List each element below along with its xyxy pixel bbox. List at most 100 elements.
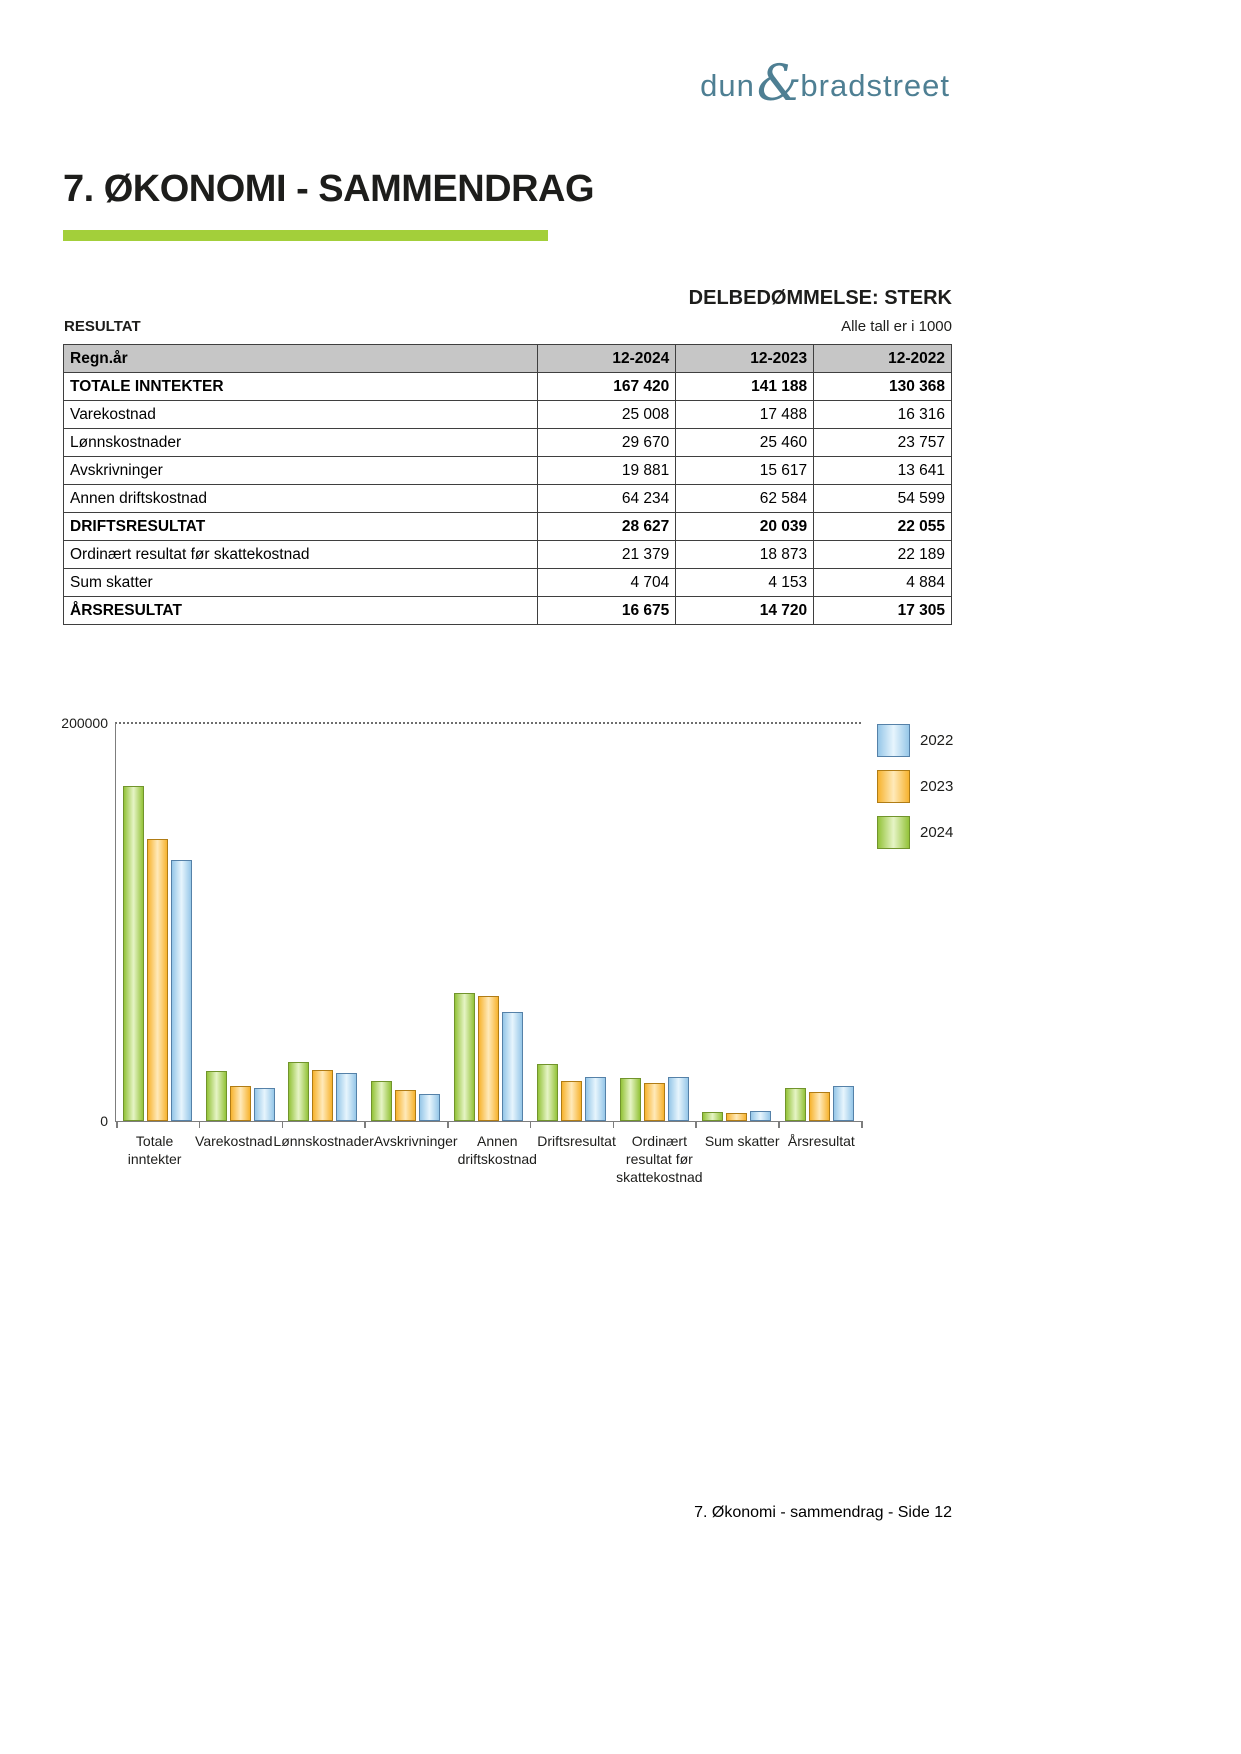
bar-2023: [726, 1113, 748, 1121]
cell-value: 20 039: [675, 512, 815, 541]
cell-value: 17 305: [813, 596, 952, 625]
cell-value: 25 008: [537, 400, 677, 429]
bar-2024: [702, 1112, 724, 1121]
cell-value: 17 488: [675, 400, 815, 429]
x-tick: [116, 1121, 118, 1128]
legend-swatch-2024: [877, 816, 910, 849]
x-tick: [612, 1121, 615, 1128]
section-label: RESULTAT: [64, 318, 141, 335]
bar-2024: [205, 1071, 227, 1121]
bar-2023: [809, 1092, 831, 1121]
bar-2023: [560, 1081, 582, 1121]
x-axis-ticks: [116, 1121, 863, 1129]
category-label: Sum skatter: [704, 1133, 780, 1149]
cell-value: 19 881: [537, 456, 677, 485]
bar-2023: [643, 1083, 665, 1121]
category-label-slot: Avskrivninger: [374, 1132, 458, 1187]
units-note: Alle tall er i 1000: [841, 318, 952, 335]
plot-outer: Totale inntekter Varekostnad Lønnskostnade…: [115, 722, 863, 1187]
bar-group: [282, 724, 365, 1121]
category-label-slot: Totale inntekter: [115, 1132, 194, 1187]
bar-2024: [619, 1078, 641, 1121]
results-bar-chart: 200000 0 Totale inntekter Varekostnad Lønn…: [61, 715, 953, 1187]
bar-2022: [833, 1086, 855, 1121]
bar-2022: [336, 1073, 358, 1121]
category-labels: Totale inntekter Varekostnad Lønnskostnade…: [115, 1132, 861, 1187]
logo-text-bradstreet: bradstreet: [800, 68, 950, 103]
bar-group: [199, 724, 282, 1121]
y-tick-max: 200000: [61, 715, 108, 731]
row-label: Varekostnad: [62, 400, 539, 429]
bar-2024: [288, 1062, 310, 1121]
row-label: Ordinært resultat før skattekostnad: [62, 540, 539, 569]
table-row: Avskrivninger 19 881 15 617 13 641: [62, 456, 952, 485]
bar-2024: [122, 786, 144, 1121]
bar-2022: [253, 1088, 275, 1121]
row-label: Sum skatter: [62, 568, 539, 597]
cell-value: 25 460: [675, 428, 815, 457]
bar-group: [364, 724, 447, 1121]
bar-group: [116, 724, 199, 1121]
category-label: Varekostnad: [195, 1133, 273, 1149]
plot-area: [115, 722, 863, 1128]
table-row: Lønnskostnader 29 670 25 460 23 757: [62, 428, 952, 457]
chart-legend: 2022 2023 2024: [877, 722, 953, 849]
legend-label: 2024: [920, 824, 954, 841]
category-label: Driftsresultat: [537, 1133, 616, 1149]
legend-swatch-2023: [877, 770, 910, 803]
assessment-heading: DELBEDØMMELSE: STERK: [688, 287, 952, 309]
cell-value: 14 720: [675, 596, 815, 625]
page-title: 7. ØKONOMI - SAMMENDRAG: [63, 168, 595, 210]
bar-2023: [146, 839, 168, 1121]
cell-value: 64 234: [537, 484, 677, 513]
cell-value: 54 599: [813, 484, 952, 513]
x-tick: [529, 1121, 532, 1128]
category-label-slot: Lønnskostnader: [273, 1132, 373, 1187]
cell-value: 28 627: [537, 512, 677, 541]
x-tick: [198, 1121, 201, 1128]
category-label: Avskrivninger: [373, 1133, 458, 1149]
cell-value: 29 670: [537, 428, 677, 457]
cell-value: 18 873: [675, 540, 815, 569]
category-label-slot: Annen driftskostnad: [458, 1132, 537, 1187]
category-label: Ordinært resultat før skattekostnad: [616, 1133, 703, 1186]
category-label-slot: Ordinært resultat før skattekostnad: [616, 1132, 702, 1187]
row-label: ÅRSRESULTAT: [62, 596, 539, 625]
table-row: Varekostnad 25 008 17 488 16 316: [62, 400, 952, 429]
category-label: Lønnskostnader: [273, 1133, 374, 1149]
header-12-2023: 12-2023: [675, 344, 815, 373]
plot-groups: [116, 724, 861, 1121]
x-tick: [861, 1121, 863, 1128]
cell-value: 62 584: [675, 484, 815, 513]
bar-2022: [419, 1094, 441, 1121]
cell-value: 22 055: [813, 512, 952, 541]
row-label: Annen driftskostnad: [62, 484, 539, 513]
x-tick: [447, 1121, 449, 1128]
legend-swatch-2022: [877, 724, 910, 757]
dun-bradstreet-logo: dun & bradstreet: [700, 54, 950, 112]
category-label: Totale inntekter: [127, 1133, 182, 1168]
bar-2022: [170, 860, 192, 1121]
x-tick: [695, 1121, 697, 1128]
legend-label: 2022: [920, 732, 954, 749]
bar-group: [447, 724, 530, 1121]
cell-value: 16 316: [813, 400, 952, 429]
results-table: Regn.år 12-2024 12-2023 12-2022 TOTALE I…: [62, 344, 952, 625]
x-tick: [281, 1121, 284, 1128]
category-label-slot: Årsresultat: [782, 1132, 861, 1187]
bar-2024: [785, 1088, 807, 1121]
cell-value: 130 368: [813, 372, 952, 401]
table-row: Ordinært resultat før skattekostnad 21 3…: [62, 540, 952, 569]
bar-group: [530, 724, 613, 1121]
page-footer: 7. Økonomi - sammendrag - Side 12: [694, 1504, 952, 1521]
legend-label: 2023: [920, 778, 954, 795]
bar-2023: [395, 1090, 417, 1121]
category-label: Annen driftskostnad: [457, 1133, 537, 1168]
category-label-slot: Varekostnad: [194, 1132, 273, 1187]
cell-value: 22 189: [813, 540, 952, 569]
logo-text-dun: dun: [700, 68, 755, 103]
cell-value: 21 379: [537, 540, 677, 569]
cell-value: 13 641: [813, 456, 952, 485]
bar-2022: [667, 1077, 689, 1121]
